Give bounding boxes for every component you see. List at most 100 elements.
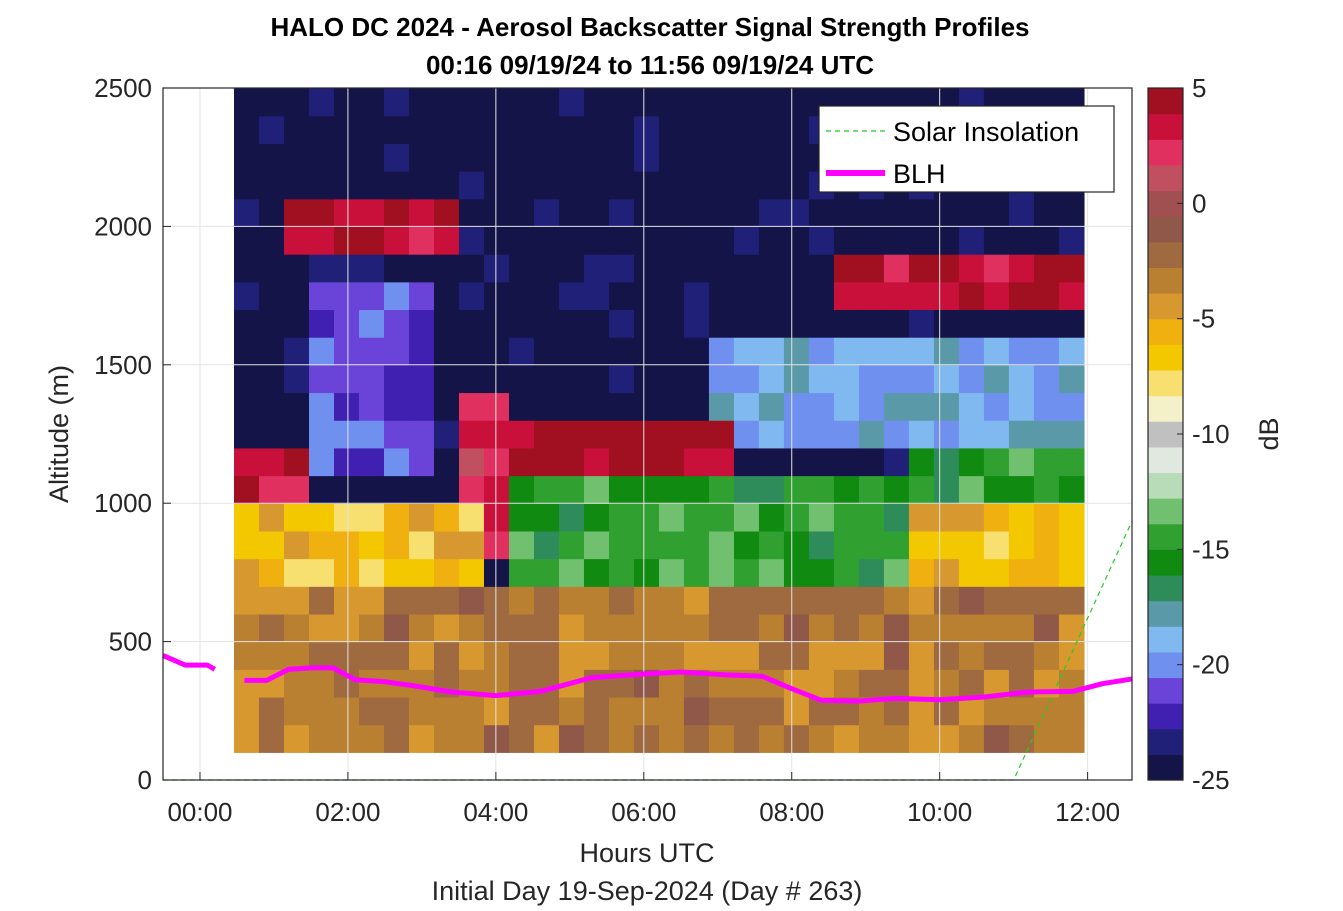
heatmap-cell: [658, 420, 685, 449]
heatmap-cell: [383, 503, 410, 532]
heatmap-cell: [1033, 503, 1060, 532]
heatmap-cell: [1008, 226, 1035, 255]
heatmap-cell: [458, 143, 485, 172]
heatmap-cell: [683, 143, 710, 172]
heatmap-cell: [334, 475, 360, 504]
heatmap-cell: [608, 613, 635, 643]
heatmap-cell: [708, 447, 735, 477]
heatmap-cell: [983, 254, 1010, 283]
heatmap-cell: [334, 198, 360, 227]
heatmap-cell: [933, 309, 960, 338]
heatmap-cell: [1058, 337, 1085, 366]
heatmap-cell: [608, 337, 635, 366]
heatmap-cell: [358, 88, 385, 117]
heatmap-cell: [708, 641, 735, 670]
heatmap-cell: [608, 254, 635, 283]
heatmap-cell: [758, 586, 785, 615]
heatmap-cell: [683, 281, 710, 311]
heatmap-cell: [309, 447, 335, 477]
heatmap-cell: [234, 171, 260, 200]
heatmap-cell: [533, 281, 560, 311]
heatmap-cell: [758, 696, 785, 726]
heatmap-cell: [1058, 503, 1085, 532]
heatmap-cell: [758, 613, 785, 643]
heatmap-cell: [533, 696, 560, 726]
heatmap-cell: [458, 696, 485, 726]
heatmap-cell: [983, 281, 1010, 311]
heatmap-cell: [883, 669, 910, 698]
heatmap-cell: [1033, 447, 1060, 477]
heatmap-cell: [633, 420, 660, 449]
heatmap-cell: [383, 143, 410, 172]
heatmap-cell: [458, 226, 485, 255]
heatmap-cell: [908, 309, 935, 338]
heatmap-cell: [808, 613, 835, 643]
heatmap-cell: [708, 420, 735, 449]
heatmap-cell: [259, 641, 285, 670]
heatmap-cell: [259, 254, 285, 283]
heatmap-cell: [334, 88, 360, 117]
plot-frame: [162, 87, 1133, 781]
heatmap-cell: [583, 281, 610, 311]
heatmap-cell: [933, 669, 960, 698]
heatmap-cell: [508, 88, 535, 117]
heatmap-cell: [234, 669, 260, 698]
heatmap-cell: [658, 530, 685, 560]
heatmap-cell: [883, 281, 910, 311]
heatmap-cell: [783, 115, 810, 144]
heatmap-cell: [608, 143, 635, 172]
colorbar-segment: [1148, 728, 1183, 755]
heatmap-cell: [608, 364, 635, 394]
heatmap-cell: [958, 586, 985, 615]
heatmap-cell: [433, 88, 460, 117]
heatmap-cell: [608, 503, 635, 532]
heatmap-cell: [533, 420, 560, 449]
heatmap-cell: [408, 530, 435, 560]
heatmap-cell: [433, 171, 460, 200]
heatmap-cell: [708, 613, 735, 643]
heatmap-cell: [983, 530, 1010, 560]
heatmap-cell: [309, 392, 335, 421]
heatmap-cell: [358, 392, 385, 421]
heatmap-cell: [284, 143, 310, 172]
heatmap-cell: [633, 475, 660, 504]
heatmap-cell: [783, 309, 810, 338]
heatmap-cell: [708, 392, 735, 421]
heatmap-cell: [683, 309, 710, 338]
heatmap-cell: [1058, 641, 1085, 670]
heatmap-cell: [234, 503, 260, 532]
heatmap-cell: [858, 558, 885, 587]
heatmap-cell: [758, 281, 785, 311]
x-tick-label: 00:00: [167, 797, 232, 827]
heatmap-cell: [833, 337, 860, 366]
heatmap-cell: [658, 392, 685, 421]
heatmap-cell: [958, 309, 985, 338]
heatmap-cell: [259, 364, 285, 394]
heatmap-cell: [508, 115, 535, 144]
heatmap-cell: [1058, 696, 1085, 726]
heatmap-cell: [1058, 392, 1085, 421]
heatmap-cell: [558, 198, 585, 227]
heatmap-cell: [733, 503, 760, 532]
heatmap-cell: [783, 171, 810, 200]
heatmap-cell: [808, 530, 835, 560]
heatmap-cell: [733, 171, 760, 200]
heatmap-cell: [933, 226, 960, 255]
heatmap-cell: [633, 115, 660, 144]
heatmap-cell: [458, 115, 485, 144]
heatmap-cell: [958, 364, 985, 394]
heatmap-cell: [783, 586, 810, 615]
heatmap-cell: [708, 475, 735, 504]
heatmap-cell: [758, 558, 785, 587]
heatmap-cell: [433, 530, 460, 560]
heatmap-cell: [433, 115, 460, 144]
heatmap-cell: [883, 420, 910, 449]
heatmap-cell: [608, 586, 635, 615]
heatmap-cell: [383, 364, 410, 394]
heatmap-cell: [358, 198, 385, 227]
heatmap-cell: [284, 447, 310, 477]
heatmap-cell: [833, 558, 860, 587]
heatmap-cell: [358, 420, 385, 449]
heatmap-cell: [408, 115, 435, 144]
heatmap-cell: [858, 641, 885, 670]
